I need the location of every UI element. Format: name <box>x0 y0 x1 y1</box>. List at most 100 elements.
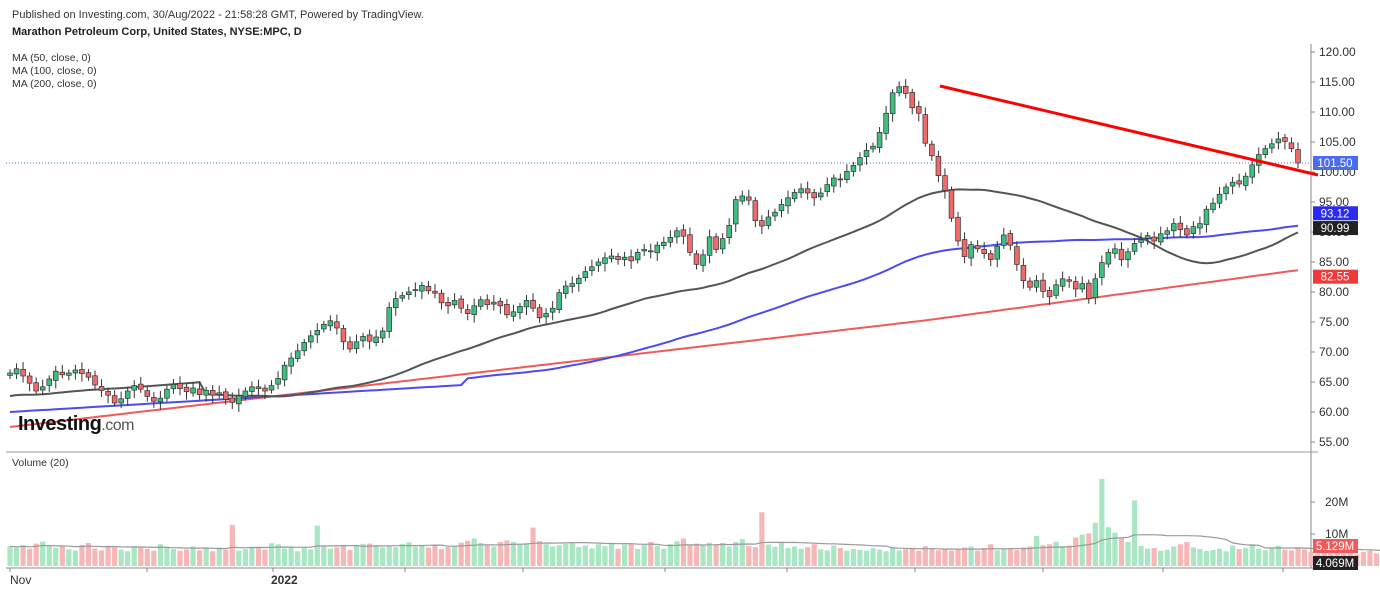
volume-bar <box>628 543 634 566</box>
candle-body-up <box>602 257 608 264</box>
candle <box>458 295 464 314</box>
candle-body-up <box>281 364 288 381</box>
candle <box>196 381 203 400</box>
candle-body-up <box>236 395 242 405</box>
candle <box>268 380 275 394</box>
candle <box>177 376 183 396</box>
candle <box>209 385 216 404</box>
volume-bar <box>1197 549 1203 566</box>
candle-body-up <box>451 300 458 306</box>
price-tag-label: 93.12 <box>1321 208 1350 220</box>
candle-body-up <box>1079 283 1085 290</box>
candle <box>471 298 477 323</box>
candle <box>321 320 327 333</box>
candle-body-up <box>294 350 301 359</box>
volume-bar <box>471 538 477 566</box>
candle-body-down <box>804 188 811 194</box>
candle <box>1046 286 1053 305</box>
candle <box>131 380 137 399</box>
candle <box>876 127 883 153</box>
volume-bar <box>608 543 615 566</box>
volume-bar <box>210 551 216 566</box>
volume-bar <box>1256 548 1262 566</box>
volume-bar <box>1066 545 1072 566</box>
candle <box>53 365 59 389</box>
candle <box>39 379 46 396</box>
candle <box>1007 229 1014 251</box>
candle-body-down <box>223 391 229 400</box>
volume-bar <box>739 539 745 566</box>
volume-bar <box>556 545 562 566</box>
volume-bar <box>1301 549 1308 566</box>
candle <box>1177 215 1184 238</box>
candle-body-up <box>203 390 209 396</box>
candle-body-up <box>994 246 1000 260</box>
candle <box>412 282 419 298</box>
candle <box>1164 227 1170 240</box>
candle <box>425 280 432 295</box>
volume-bar <box>720 542 726 566</box>
candle-body-up <box>1171 223 1177 232</box>
volume-bar <box>301 547 307 566</box>
ma200-line <box>9 269 1299 428</box>
volume-bar <box>85 542 92 566</box>
candle <box>732 196 739 233</box>
candle <box>262 384 268 400</box>
candle-body-up <box>1242 175 1249 186</box>
candle <box>582 266 589 282</box>
volume-bar <box>203 548 209 566</box>
candle-body-up <box>412 289 419 291</box>
candle-body-up <box>850 165 857 172</box>
candle <box>602 252 608 272</box>
candle-body-up <box>510 311 517 317</box>
volume-bar <box>863 550 870 566</box>
volume-bar <box>706 542 713 566</box>
volume-bar <box>92 548 98 566</box>
volume-bar <box>1007 548 1013 566</box>
volume-legend: Volume (20) <box>12 457 69 469</box>
volume-bar <box>523 543 530 566</box>
candle-body-up <box>1033 280 1040 288</box>
candle <box>1072 276 1079 298</box>
candle-body-down <box>1007 233 1014 246</box>
candle <box>190 382 196 397</box>
candle <box>974 240 981 253</box>
volume-bar <box>582 545 588 566</box>
candle-body-up <box>308 335 314 343</box>
candle-body-down <box>1118 248 1125 260</box>
candle-body-up <box>131 385 137 391</box>
candle <box>549 301 556 321</box>
candle <box>536 304 543 323</box>
candle <box>556 289 562 314</box>
volume-bar <box>1092 522 1098 566</box>
volume-tick-label: 20M <box>1325 495 1348 509</box>
candle-body-up <box>53 370 59 381</box>
candle-body-up <box>641 249 647 252</box>
volume-bar <box>687 544 693 566</box>
candle-body-down <box>33 382 39 392</box>
candle-body-down <box>26 375 33 384</box>
candle-body-down <box>340 328 347 343</box>
candle <box>1066 276 1072 288</box>
volume-bar <box>190 546 196 566</box>
candle <box>994 241 1000 268</box>
candle <box>942 168 948 199</box>
price-tag-label: 101.50 <box>1317 158 1352 170</box>
candle-body-up <box>1197 223 1203 229</box>
volume-bar <box>406 542 412 566</box>
candle-body-up <box>1099 262 1105 278</box>
volume-bar <box>700 545 706 566</box>
candle <box>752 197 759 228</box>
volume-bar <box>13 547 20 566</box>
volume-bar <box>942 548 948 566</box>
candle <box>85 369 92 381</box>
candle-body-down <box>713 236 719 250</box>
price-tags: 101.50 93.12 90.99 82.55 5.129M 4.069M <box>1313 156 1358 570</box>
candle-body-up <box>543 313 549 318</box>
volume-bar <box>1367 550 1373 566</box>
candle <box>798 183 804 198</box>
volume-bar <box>759 512 765 566</box>
candle <box>66 369 72 381</box>
candle <box>968 241 974 267</box>
volume-bar <box>157 544 163 566</box>
